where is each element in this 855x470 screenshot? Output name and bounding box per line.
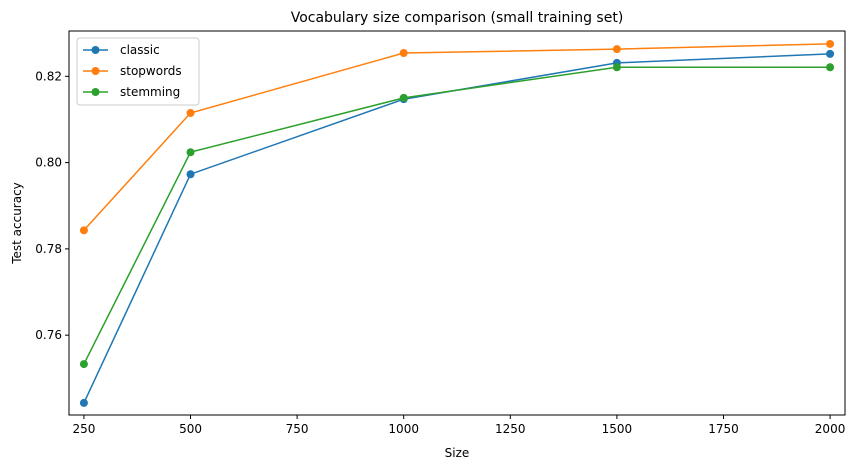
x-tick-label: 500 bbox=[179, 422, 202, 436]
legend-box bbox=[76, 37, 200, 106]
series-layer bbox=[79, 39, 835, 407]
data-point bbox=[826, 63, 835, 72]
legend: classic stopwords stemming bbox=[76, 37, 200, 106]
legend-item-classic: classic bbox=[83, 43, 160, 57]
x-axis: 250 500 750 1000 1250 1500 1750 2000 bbox=[72, 415, 845, 436]
y-tick-label: 0.78 bbox=[35, 242, 62, 256]
x-tick-label: 2000 bbox=[815, 422, 846, 436]
data-point bbox=[79, 226, 88, 235]
data-point bbox=[186, 108, 195, 117]
y-tick-label: 0.80 bbox=[35, 156, 62, 170]
x-tick-label: 1750 bbox=[708, 422, 739, 436]
data-point bbox=[826, 39, 835, 48]
data-point bbox=[612, 45, 621, 54]
x-axis-label: Size bbox=[445, 446, 470, 460]
legend-label: stopwords bbox=[120, 64, 182, 78]
y-axis-label: Test accuracy bbox=[10, 182, 24, 265]
data-point bbox=[79, 398, 88, 407]
x-tick-label: 1000 bbox=[388, 422, 419, 436]
data-point bbox=[399, 93, 408, 102]
x-tick-label: 750 bbox=[286, 422, 309, 436]
y-tick-label: 0.82 bbox=[35, 69, 62, 83]
legend-marker bbox=[91, 67, 100, 75]
x-tick-label: 250 bbox=[72, 422, 95, 436]
data-point bbox=[612, 63, 621, 72]
data-point bbox=[399, 49, 408, 58]
data-point bbox=[826, 49, 835, 58]
series-stemming bbox=[79, 63, 835, 369]
legend-item-stemming: stemming bbox=[83, 85, 180, 99]
legend-label: stemming bbox=[120, 85, 180, 99]
legend-marker bbox=[91, 88, 100, 96]
data-point bbox=[186, 148, 195, 157]
y-tick-label: 0.76 bbox=[35, 328, 62, 342]
legend-item-stopwords: stopwords bbox=[83, 64, 182, 78]
series-stopwords bbox=[79, 39, 835, 235]
chart-title: Vocabulary size comparison (small traini… bbox=[291, 10, 624, 26]
y-axis: 0.76 0.78 0.80 0.82 bbox=[35, 69, 69, 342]
x-tick-label: 1250 bbox=[495, 422, 526, 436]
x-tick-label: 1500 bbox=[602, 422, 633, 436]
legend-label: classic bbox=[120, 43, 160, 57]
legend-marker bbox=[91, 46, 100, 54]
data-point bbox=[79, 360, 88, 369]
data-point bbox=[186, 170, 195, 179]
